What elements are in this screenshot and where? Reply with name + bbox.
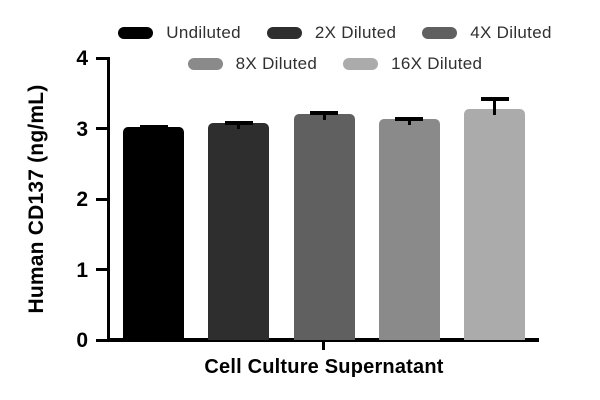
y-tick-label-1: 1 [76,258,88,282]
y-tick-label-4: 4 [76,47,88,70]
y-tick-line-4 [96,56,108,60]
legend-swatch-icon [187,57,223,70]
error-bar-cap-3 [310,110,338,115]
error-bar-cap-1 [139,124,168,129]
y-tick-line-2 [96,197,108,201]
legend-item-16x-diluted: 16X Diluted [343,54,482,74]
y-tick-line-1 [96,268,108,271]
bar-8x-diluted [378,119,440,340]
y-tick-label-2: 2 [76,188,88,211]
y-axis-line [107,57,110,342]
legend-row-1: Undiluted 2X Diluted 4X Diluted [70,17,600,48]
legend-item-2x-diluted: 2X Diluted [266,22,397,43]
error-bar-cap-5 [480,96,509,101]
legend-swatch-icon [266,26,302,39]
bar-16x-diluted [464,109,525,340]
legend-label: 16X Diluted [391,53,483,73]
x-axis-title: Cell Culture Supernatant [204,356,444,378]
error-bar-stem-5 [493,96,496,116]
y-tick-line-0 [96,338,108,342]
bar-undiluted [123,127,184,340]
y-axis-title: Human CD137 (ng/mL) [25,84,48,314]
legend-row-2: 8X Diluted 16X Diluted [70,48,600,79]
legend-swatch-icon [343,57,379,70]
error-bar-stem-2 [237,120,241,129]
y-tick-label-0: 0 [76,329,88,352]
error-bar-cap-4 [395,117,424,122]
legend-label: Undiluted [166,22,241,42]
error-bar-stem-3 [322,110,326,121]
bar-2x-diluted [208,122,270,340]
y-tick-line-3 [96,127,108,130]
legend-label: 8X Diluted [235,53,318,73]
bar-4x-diluted [293,114,355,340]
legend-label: 2X Diluted [314,22,397,42]
x-axis-line [107,338,539,342]
legend-swatch-icon [422,26,458,39]
legend-item-4x-diluted: 4X Diluted [422,23,551,43]
y-tick-label-3: 3 [76,117,88,141]
legend-item-undiluted: Undiluted [118,23,241,43]
legend-label: 4X Diluted [470,22,552,42]
error-bar-cap-2 [224,120,253,125]
error-bar-stem-4 [407,117,411,126]
legend-item-8x-diluted: 8X Diluted [187,53,318,74]
error-bar-stem-1 [152,124,155,134]
chart-legend: Undiluted 2X Diluted 4X Diluted 8X Diluted… [70,17,600,79]
x-axis-tick [322,342,325,350]
legend-swatch-icon [118,26,154,39]
